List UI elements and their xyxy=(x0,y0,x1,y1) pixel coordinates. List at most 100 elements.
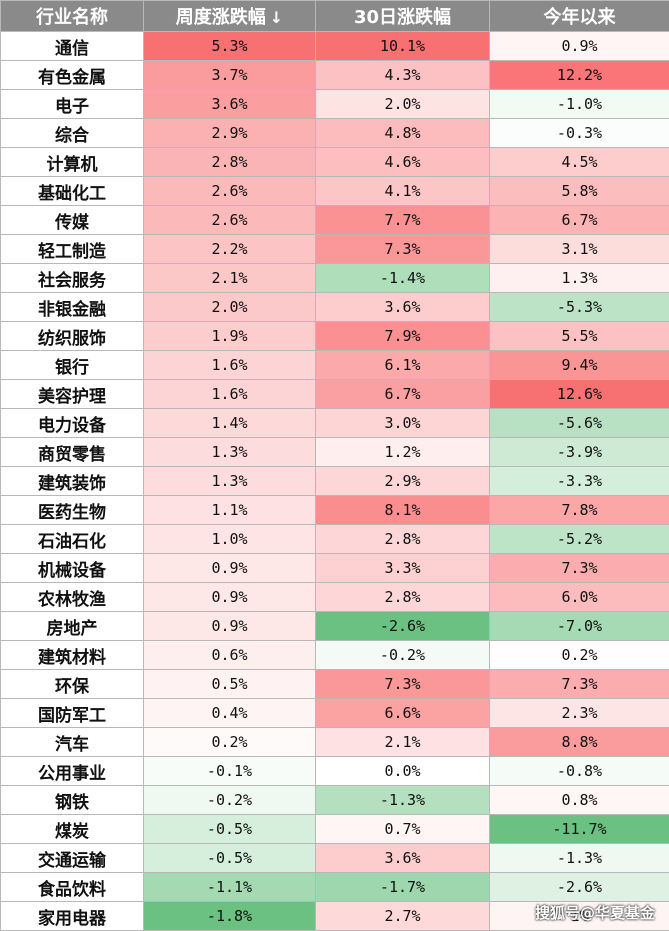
weekly-cell: -0.2% xyxy=(144,786,316,815)
weekly-cell: -0.5% xyxy=(144,844,316,873)
thirty-day-cell: -1.3% xyxy=(316,786,490,815)
header-30day[interactable]: 30日涨跌幅 xyxy=(316,1,490,32)
weekly-cell: 1.3% xyxy=(144,467,316,496)
ytd-cell: 12.6% xyxy=(490,380,669,409)
table-row: 钢铁-0.2%-1.3%0.8% xyxy=(1,786,669,815)
thirty-day-cell: 2.9% xyxy=(316,467,490,496)
ytd-cell: -11.7% xyxy=(490,815,669,844)
thirty-day-cell: 2.8% xyxy=(316,583,490,612)
thirty-day-cell: 3.0% xyxy=(316,409,490,438)
industry-name-cell: 石油石化 xyxy=(1,525,144,554)
ytd-cell: 12.2% xyxy=(490,61,669,90)
weekly-cell: 2.9% xyxy=(144,119,316,148)
thirty-day-cell: 4.3% xyxy=(316,61,490,90)
thirty-day-cell: 7.3% xyxy=(316,670,490,699)
sort-descending-icon[interactable]: ↓ xyxy=(270,8,283,27)
ytd-cell: -5.2% xyxy=(490,525,669,554)
industry-name-cell: 家用电器 xyxy=(1,902,144,931)
ytd-cell: -3.3% xyxy=(490,467,669,496)
industry-name-cell: 非银金融 xyxy=(1,293,144,322)
thirty-day-cell: -0.2% xyxy=(316,641,490,670)
ytd-cell: 0.8% xyxy=(490,786,669,815)
industry-name-cell: 纺织服饰 xyxy=(1,322,144,351)
industry-name-cell: 轻工制造 xyxy=(1,235,144,264)
thirty-day-cell: 2.0% xyxy=(316,90,490,119)
ytd-cell: 4.5% xyxy=(490,148,669,177)
ytd-cell: 5.8% xyxy=(490,177,669,206)
ytd-cell: 6.7% xyxy=(490,206,669,235)
ytd-cell: -0.3% xyxy=(490,119,669,148)
ytd-cell: -5.6% xyxy=(490,409,669,438)
industry-name-cell: 通信 xyxy=(1,32,144,61)
table-row: 交通运输-0.5%3.6%-1.3% xyxy=(1,844,669,873)
thirty-day-cell: -2.6% xyxy=(316,612,490,641)
thirty-day-cell: 0.7% xyxy=(316,815,490,844)
weekly-cell: 1.6% xyxy=(144,380,316,409)
weekly-cell: 1.6% xyxy=(144,351,316,380)
weekly-cell: 1.1% xyxy=(144,496,316,525)
thirty-day-cell: 2.7% xyxy=(316,902,490,931)
industry-name-cell: 电力设备 xyxy=(1,409,144,438)
weekly-cell: 5.3% xyxy=(144,32,316,61)
thirty-day-cell: 4.8% xyxy=(316,119,490,148)
header-row: 行业名称 周度涨跌幅↓ 30日涨跌幅 今年以来 xyxy=(1,1,669,32)
ytd-cell: -3.9% xyxy=(490,438,669,467)
weekly-cell: 2.8% xyxy=(144,148,316,177)
industry-name-cell: 交通运输 xyxy=(1,844,144,873)
table-row: 公用事业-0.1%0.0%-0.8% xyxy=(1,757,669,786)
thirty-day-cell: 1.2% xyxy=(316,438,490,467)
industry-name-cell: 机械设备 xyxy=(1,554,144,583)
industry-name-cell: 钢铁 xyxy=(1,786,144,815)
thirty-day-cell: 10.1% xyxy=(316,32,490,61)
ytd-cell: 5.5% xyxy=(490,322,669,351)
industry-name-cell: 计算机 xyxy=(1,148,144,177)
weekly-cell: 0.9% xyxy=(144,554,316,583)
weekly-cell: 2.1% xyxy=(144,264,316,293)
industry-name-cell: 建筑装饰 xyxy=(1,467,144,496)
ytd-cell: -1.0% xyxy=(490,90,669,119)
weekly-cell: 0.6% xyxy=(144,641,316,670)
ytd-cell: -5.3% xyxy=(490,293,669,322)
weekly-cell: 3.6% xyxy=(144,90,316,119)
thirty-day-cell: 3.3% xyxy=(316,554,490,583)
industry-name-cell: 房地产 xyxy=(1,612,144,641)
header-industry[interactable]: 行业名称 xyxy=(1,1,144,32)
industry-name-cell: 环保 xyxy=(1,670,144,699)
ytd-cell: 2.3% xyxy=(490,699,669,728)
industry-name-cell: 传媒 xyxy=(1,206,144,235)
industry-name-cell: 农林牧渔 xyxy=(1,583,144,612)
ytd-cell: -7.0% xyxy=(490,612,669,641)
industry-name-cell: 汽车 xyxy=(1,728,144,757)
industry-name-cell: 国防军工 xyxy=(1,699,144,728)
weekly-cell: 0.4% xyxy=(144,699,316,728)
weekly-cell: -1.8% xyxy=(144,902,316,931)
thirty-day-cell: 2.8% xyxy=(316,525,490,554)
weekly-cell: 2.6% xyxy=(144,177,316,206)
thirty-day-cell: 8.1% xyxy=(316,496,490,525)
table-row: 食品饮料-1.1%-1.7%-2.6% xyxy=(1,873,669,902)
ytd-cell: -2.6% xyxy=(490,873,669,902)
header-ytd[interactable]: 今年以来 xyxy=(490,1,669,32)
thirty-day-cell: 4.6% xyxy=(316,148,490,177)
ytd-cell: 7.8% xyxy=(490,496,669,525)
thirty-day-cell: 6.6% xyxy=(316,699,490,728)
header-weekly[interactable]: 周度涨跌幅↓ xyxy=(144,1,316,32)
